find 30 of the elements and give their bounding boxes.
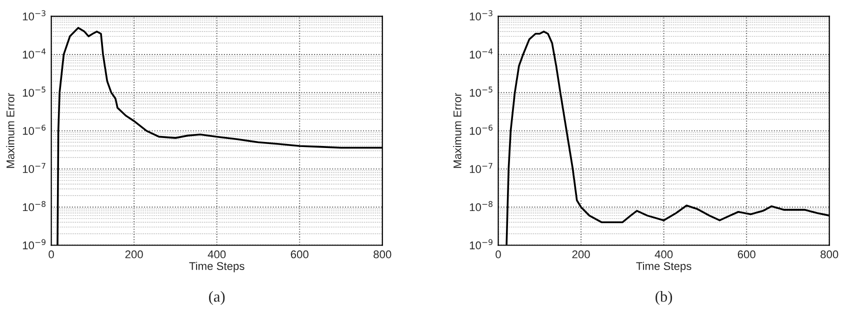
y-tick-label: 10$^{−6}$: [22, 124, 46, 135]
x-tick-label: 800: [374, 250, 392, 258]
y-tick-label: 10$^{−3}$: [470, 10, 492, 20]
x-tick-label: 600: [290, 250, 308, 258]
y-tick-label: 10$^{−9}$: [470, 239, 492, 250]
x-tick-label: 200: [125, 250, 143, 258]
text: (b): [656, 291, 672, 305]
y-tick-label: 10$^{−6}$: [470, 124, 493, 135]
y-tick-label: 10$^{−5}$: [470, 86, 492, 97]
x-tick-label: 200: [572, 250, 590, 258]
y-tick-label: 10$^{−3}$: [22, 10, 46, 20]
y-tick-label: 10$^{−5}$: [22, 86, 46, 97]
y-tick-label: 10$^{−8}$: [22, 201, 46, 212]
y-tick-label: 10$^{−7}$: [470, 162, 492, 174]
x-axis-title: Time Steps: [636, 262, 692, 272]
x-tick-label: 0: [496, 250, 501, 258]
y-tick-label: 10$^{−4}$: [22, 48, 46, 59]
text: (a): [209, 291, 225, 305]
y-axis-title: Maximum Error: [453, 93, 462, 168]
y-tick-label: 10$^{−8}$: [470, 201, 492, 212]
x-tick-label: 600: [738, 250, 756, 258]
y-tick-label: 10$^{−4}$: [470, 48, 493, 59]
x-tick-label: 400: [654, 250, 673, 258]
x-tick-label: 800: [820, 250, 838, 258]
y-axis-title: Maximum Error: [6, 93, 14, 168]
x-axis-title: Time Steps: [189, 262, 244, 272]
x-tick-label: 0: [48, 250, 54, 258]
y-tick-label: 10$^{−9}$: [22, 239, 46, 250]
y-tick-label: 10$^{−7}$: [22, 162, 46, 174]
x-tick-label: 400: [208, 250, 226, 258]
